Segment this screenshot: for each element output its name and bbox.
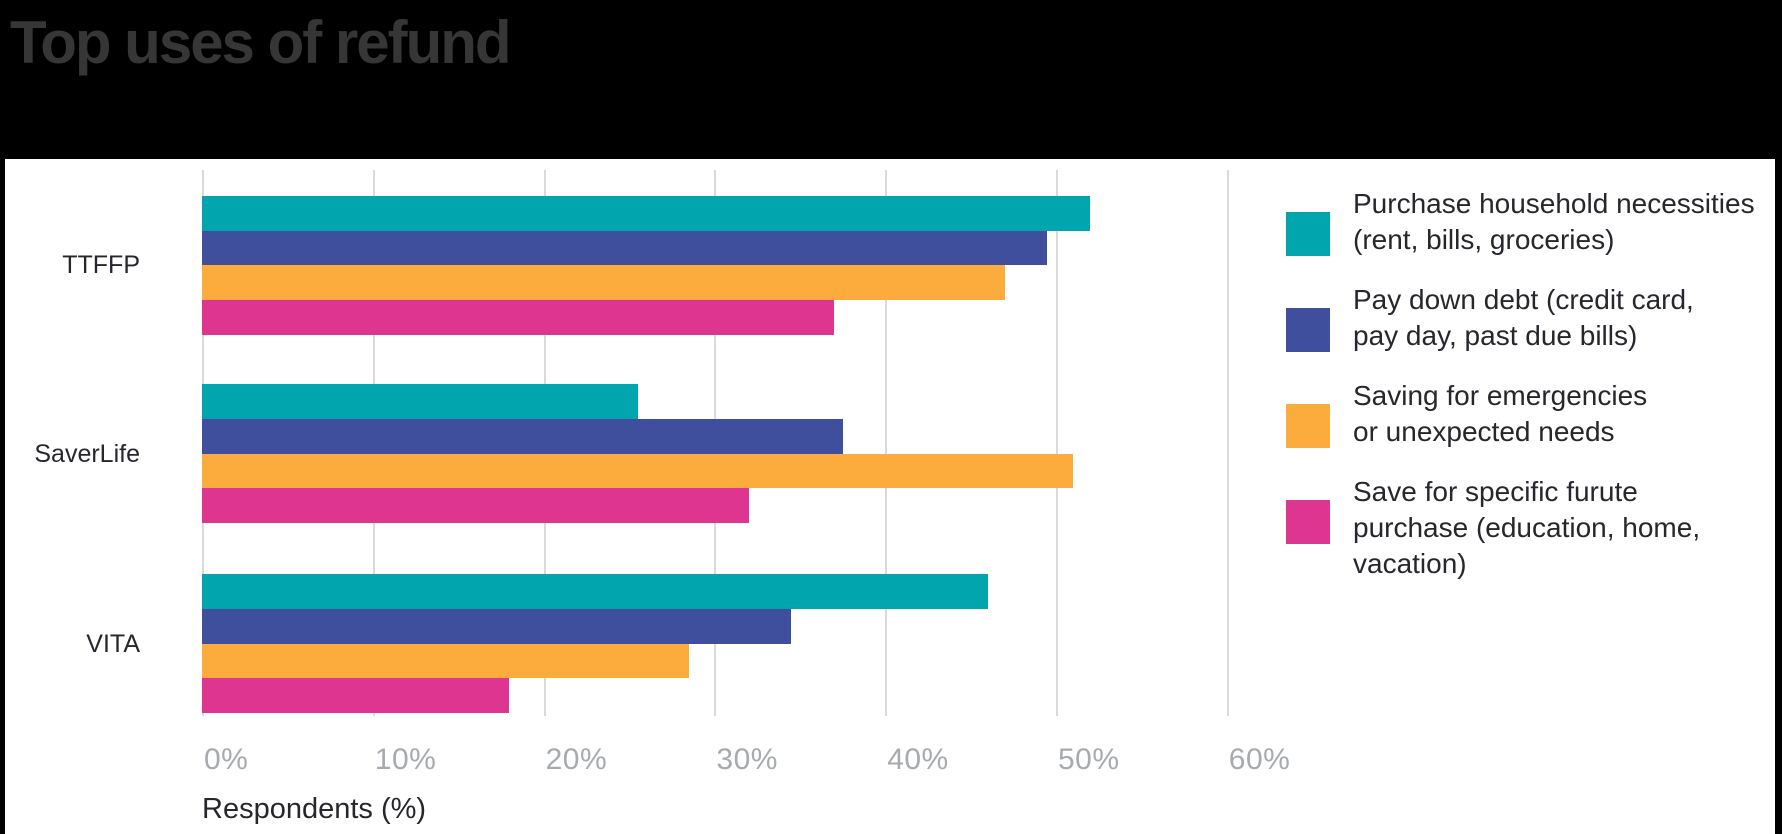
bar-ttffp-series-1 [202, 196, 1091, 231]
category-label-ttffp: TTFFP [62, 251, 140, 280]
bar-ttffp-series-2 [202, 230, 1048, 266]
bar-vita-series-1 [202, 574, 988, 609]
x-tick-label: 30% [716, 743, 778, 776]
x-tick-label: 20% [545, 743, 608, 776]
bar-saverlife-series-3 [202, 453, 1074, 489]
x-tick-label: 60% [1228, 743, 1291, 776]
plot-area: 0% 10% 20% 30% 40% 50% 60% TTFFP SaverLife VITA [5, 159, 1775, 834]
bar-vita-series-3 [202, 643, 689, 679]
bar-vita-series-2 [202, 609, 792, 644]
x-tick-label: 50% [1058, 743, 1120, 776]
category-label-vita: VITA [86, 629, 140, 658]
bar-saverlife-series-1 [202, 384, 638, 419]
bar-saverlife-series-4 [202, 488, 749, 524]
gridline-50% [1056, 170, 1058, 716]
bar-saverlife-series-2 [202, 419, 843, 454]
gridline-40% [885, 170, 888, 716]
bar-ttffp-series-3 [202, 265, 1005, 301]
category-label-saverlife: SaverLife [34, 439, 140, 468]
x-axis-label: Respondents (%) [202, 793, 427, 825]
x-tick-label: 10% [374, 743, 437, 776]
chart-panel: 0% 10% 20% 30% 40% 50% 60% TTFFP SaverLife VITA R… [5, 159, 1775, 834]
x-tick-label: 0% [204, 743, 249, 776]
bar-vita-series-4 [202, 678, 510, 714]
bar-ttffp-series-4 [202, 300, 834, 335]
chart-title: Top uses of refund [10, 9, 512, 76]
x-tick-label: 40% [887, 743, 949, 776]
gridline-60% [1226, 170, 1229, 716]
